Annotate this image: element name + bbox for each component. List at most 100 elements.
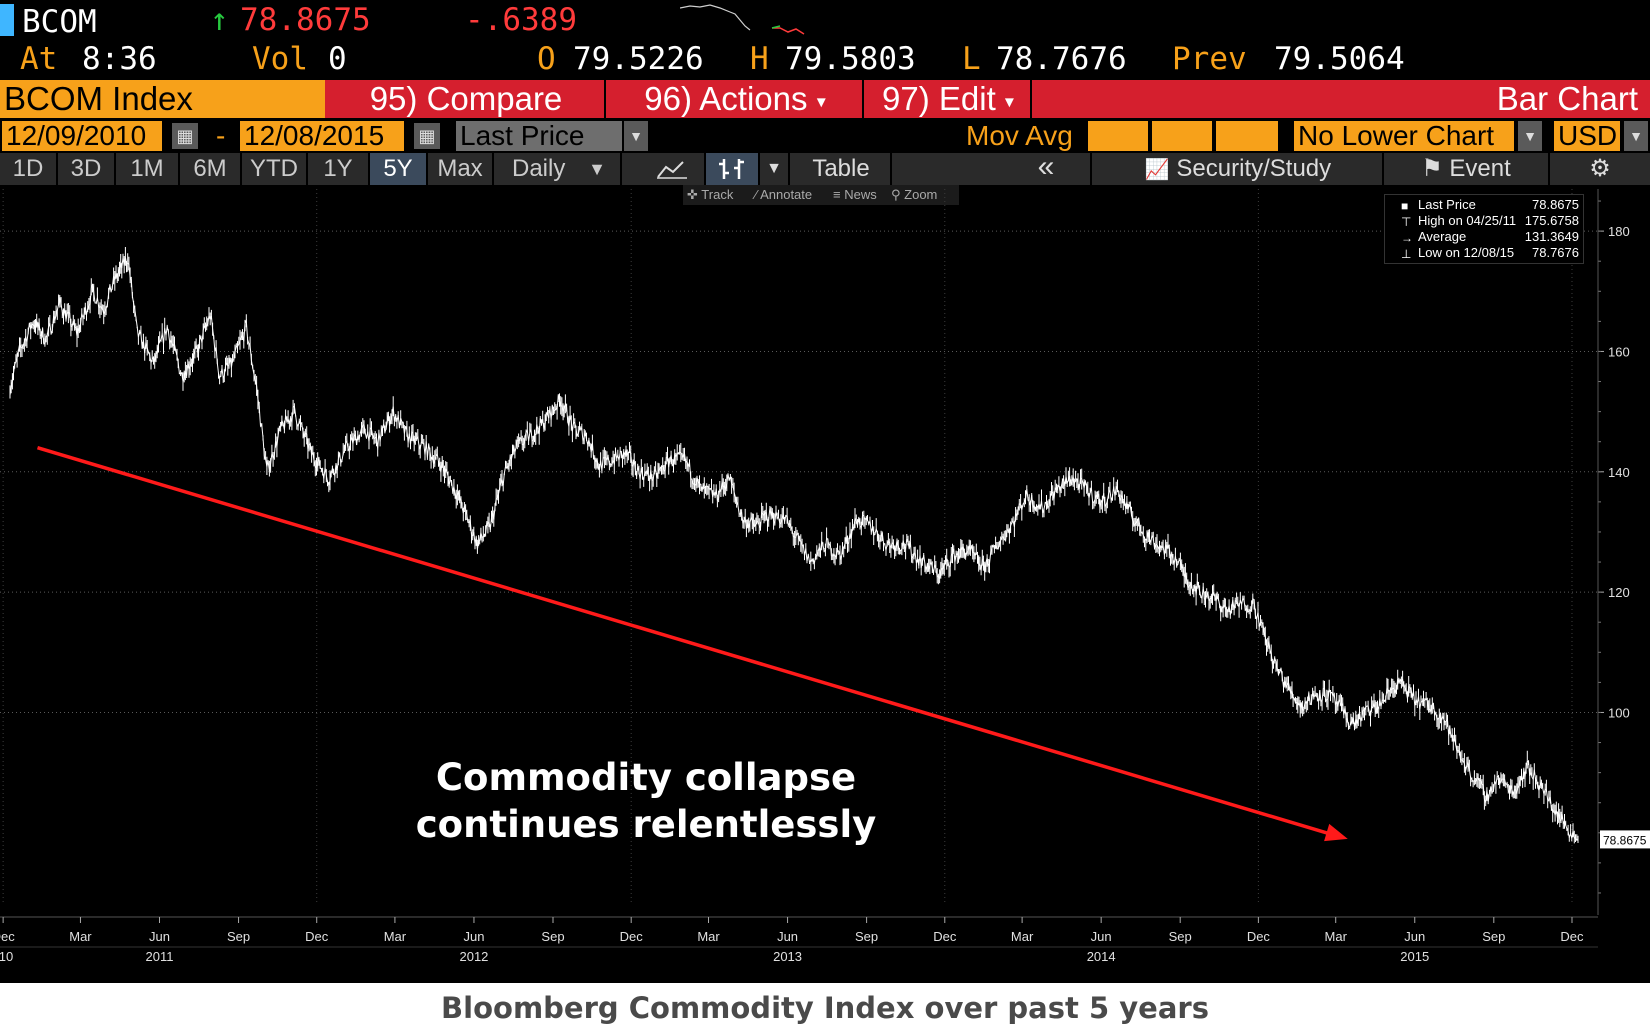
chevron-down-icon: ▾: [816, 91, 826, 112]
start-date-field[interactable]: 12/09/2010: [2, 121, 162, 151]
price-field-select[interactable]: Last Price: [456, 121, 622, 151]
y-tick-label: 140: [1608, 465, 1630, 480]
tab-6m[interactable]: 6M: [180, 153, 242, 185]
year-label: 2011: [146, 949, 174, 964]
year-label: 2013: [773, 949, 802, 964]
track-label: Track: [701, 187, 734, 202]
legend-row-last-price: ■ Last Price 78.8675: [1385, 197, 1585, 213]
annotate-tool[interactable]: ∕ Annotate: [755, 185, 812, 205]
date-separator: -: [216, 120, 226, 151]
gridlines: [0, 189, 1598, 905]
up-arrow-icon: ↑: [210, 2, 229, 38]
price-bars: [9, 247, 1579, 844]
chevron-down-icon[interactable]: ▼: [760, 153, 790, 185]
ticker-symbol[interactable]: BCOM: [22, 2, 114, 40]
news-tool[interactable]: ≡ News: [833, 185, 877, 205]
y-axis: 100 120 140 160 180 78.8675: [1597, 189, 1650, 915]
last-price-tag: [1600, 830, 1650, 849]
prev-value: 79.5064: [1274, 41, 1405, 77]
frequency-label: Daily: [512, 155, 566, 182]
lower-chart-select[interactable]: No Lower Chart: [1294, 121, 1514, 151]
legend-label: High on 04/25/11: [1418, 213, 1517, 228]
net-change: -.6389: [465, 2, 577, 38]
x-tick-label: Sep: [227, 929, 250, 944]
news-icon: ≡: [833, 187, 841, 202]
year-label: 2014: [1087, 949, 1116, 964]
x-tick-label: Mar: [384, 929, 407, 944]
event-button[interactable]: ⚑ Event: [1384, 153, 1550, 185]
chevron-down-icon[interactable]: ▼: [1518, 121, 1542, 151]
tab-ytd[interactable]: YTD: [242, 153, 308, 185]
security-name[interactable]: BCOM Index: [0, 80, 325, 118]
y-tick-label: 160: [1608, 344, 1630, 359]
x-tick-label: Sep: [1482, 929, 1505, 944]
edit-menu[interactable]: 97) Edit ▾: [866, 80, 1032, 118]
x-tick-label: Mar: [69, 929, 92, 944]
tab-1y[interactable]: 1Y: [308, 153, 370, 185]
tab-5y[interactable]: 5Y: [370, 153, 428, 185]
security-study-button[interactable]: 📈 Security/Study: [1094, 153, 1384, 185]
legend-label: Last Price: [1418, 197, 1476, 212]
legend-value: 131.3649: [1524, 229, 1579, 244]
prev-label: Prev: [1172, 41, 1247, 77]
legend-value: 78.8675: [1532, 197, 1579, 212]
line-chart-icon[interactable]: [640, 153, 706, 185]
back-double-chevron-icon[interactable]: «: [1002, 152, 1092, 185]
compare-button[interactable]: 95) Compare: [328, 80, 606, 118]
annotation-line: Commodity collapse: [436, 756, 856, 799]
sparkline-icon: [680, 4, 805, 35]
security-study-label: Security/Study: [1176, 155, 1332, 182]
zoom-tool[interactable]: ⚲ Zoom: [891, 185, 937, 205]
arrowhead-icon: [1324, 823, 1348, 842]
white-square-icon: ■: [1401, 199, 1409, 213]
x-tick-label: Jun: [149, 929, 170, 944]
legend-value: 175.6758: [1524, 213, 1579, 228]
quote-time: 8:36: [82, 41, 157, 77]
mov-avg-field-2[interactable]: [1152, 121, 1212, 151]
x-tick-label: Sep: [541, 929, 564, 944]
function-bar: BCOM Index 95) Compare 96) Actions ▾ 97)…: [0, 80, 1650, 118]
y-tick-label: 100: [1608, 705, 1630, 720]
trend-arrow: [36, 446, 1348, 842]
actions-menu[interactable]: 96) Actions ▾: [608, 80, 864, 118]
high-marker-icon: ⊤: [1401, 215, 1412, 229]
price-chart[interactable]: 100 120 140 160 180 78.8675 Dec Mar Jun Sep Dec Ma…: [0, 185, 1650, 983]
tab-1m[interactable]: 1M: [116, 153, 180, 185]
chart-legend[interactable]: ■ Last Price 78.8675 ⊤ High on 04/25/11 …: [1384, 194, 1584, 264]
last-price-tag-label: 78.8675: [1603, 833, 1647, 847]
x-tick-label: Dec: [1247, 929, 1271, 944]
calendar-icon[interactable]: ▦: [414, 123, 440, 149]
annotate-label: Annotate: [760, 187, 813, 202]
frequency-select[interactable]: Daily ▼: [494, 153, 622, 185]
x-tick-label: Dec: [305, 929, 329, 944]
pencil-icon: ∕: [755, 187, 758, 202]
chevron-down-icon: ▾: [1004, 91, 1014, 112]
x-tick-label: Dec: [0, 929, 15, 944]
tab-3d[interactable]: 3D: [58, 153, 116, 185]
quote-row-2: At 8:36 Vol 0 O 79.5226 H 79.5803 L 78.7…: [0, 39, 1650, 79]
currency-select[interactable]: USD: [1554, 121, 1620, 151]
end-date-field[interactable]: 12/08/2015: [240, 121, 404, 151]
at-label: At: [20, 41, 58, 77]
track-tool[interactable]: ✜ Track: [687, 185, 733, 205]
table-button[interactable]: Table: [792, 153, 892, 185]
figure-caption: Bloomberg Commodity Index over past 5 ye…: [441, 991, 1209, 1025]
chevron-down-icon[interactable]: ▼: [624, 121, 648, 151]
chevron-down-icon[interactable]: ▼: [1624, 121, 1648, 151]
mov-avg-field-1[interactable]: [1088, 121, 1148, 151]
tab-1d[interactable]: 1D: [0, 153, 58, 185]
calendar-icon[interactable]: ▦: [172, 123, 198, 149]
gear-icon[interactable]: ⚙: [1589, 155, 1611, 182]
actions-label: 96) Actions: [644, 80, 808, 117]
high-label: H: [750, 41, 769, 77]
x-tick-label: Mar: [1325, 929, 1348, 944]
x-tick-label: Sep: [855, 929, 878, 944]
volume-value: 0: [328, 41, 347, 77]
bar-chart-icon[interactable]: [706, 153, 760, 185]
crosshair-icon: ✜: [687, 187, 698, 202]
tab-max[interactable]: Max: [428, 153, 494, 185]
last-price: 78.8675: [240, 2, 371, 38]
mov-avg-field-3[interactable]: [1216, 121, 1278, 151]
year-label: 10: [0, 949, 13, 964]
